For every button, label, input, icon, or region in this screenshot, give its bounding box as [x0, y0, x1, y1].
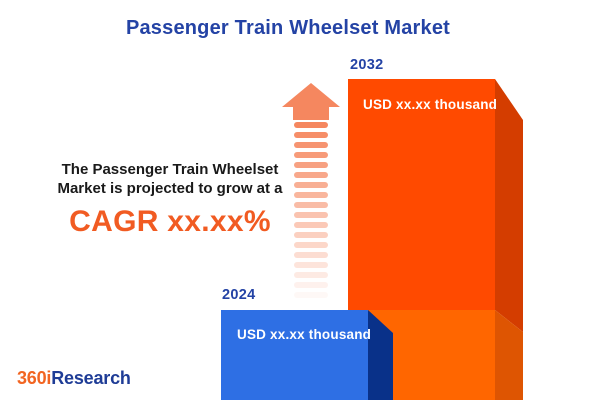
annotation-block: The Passenger Train Wheelset Market is p… [30, 160, 310, 239]
arrow-stripe [294, 262, 328, 268]
arrow-stripe [294, 142, 328, 148]
arrow-stripe [294, 182, 328, 188]
arrow-stripe [294, 232, 328, 238]
brand-logo-suffix: Research [51, 368, 131, 388]
arrow-stripe [294, 242, 328, 248]
arrow-up-icon [282, 83, 340, 120]
arrow-stripe [294, 252, 328, 258]
cagr-value: CAGR xx.xx% [69, 205, 271, 239]
arrow-stripe [294, 222, 328, 228]
arrow-stripe [294, 162, 328, 168]
arrow-stripe [294, 122, 328, 128]
bar-2032-year-label: 2032 [350, 57, 384, 73]
bar-2032-side-face [495, 79, 523, 400]
bar-2024-side-face [368, 310, 393, 400]
growth-arrow [282, 83, 340, 303]
arrow-stripe [294, 152, 328, 158]
annotation-line-2: Market is projected to grow at a [57, 180, 283, 198]
arrow-stripe [294, 202, 328, 208]
arrow-stripe [294, 192, 328, 198]
bar-2024-value-label: USD xx.xx thousand [237, 327, 372, 342]
bar-2024-year-label: 2024 [222, 287, 256, 303]
arrow-stripe [294, 292, 328, 298]
page-title: Passenger Train Wheelset Market [125, 17, 451, 39]
brand-logo-prefix: 360i [17, 368, 52, 388]
arrow-stripe [294, 172, 328, 178]
arrow-stripe [294, 132, 328, 138]
bar-2032-value-label: USD xx.xx thousand [363, 97, 498, 112]
arrow-stripe [294, 272, 328, 278]
brand-logo: 360iResearch [17, 368, 131, 389]
annotation-line-1: The Passenger Train Wheelset [61, 161, 279, 178]
arrow-stripe [294, 212, 328, 218]
arrow-stripes [294, 122, 328, 302]
bar-2024-front-face [221, 310, 368, 400]
arrow-stripe [294, 282, 328, 288]
